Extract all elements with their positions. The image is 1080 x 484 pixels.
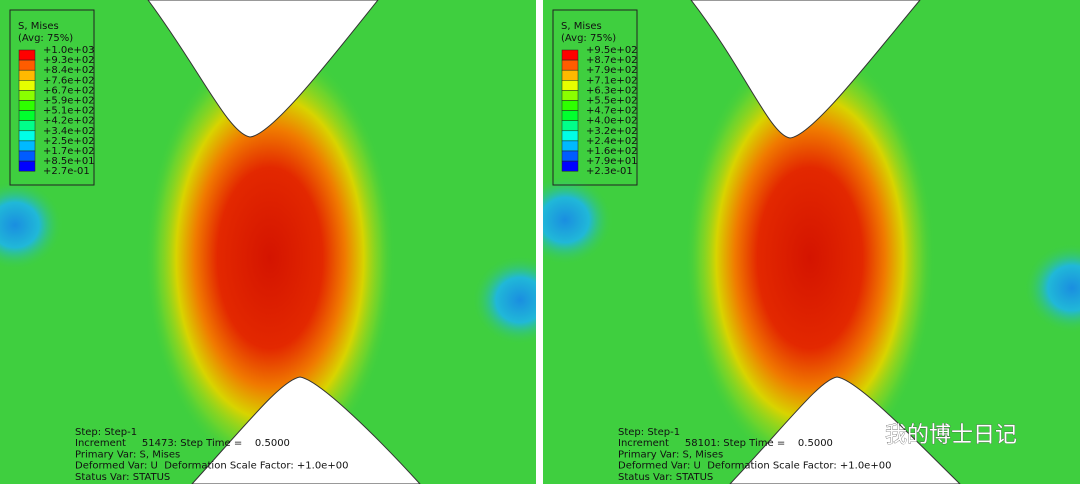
- contour-low-region: [543, 175, 613, 265]
- legend-swatch: [18, 150, 36, 162]
- legend-swatch: [561, 49, 579, 61]
- legend-title: S, Mises: [18, 21, 59, 32]
- legend: S, Mises(Avg: 75%)+1.0e+03+9.3e+02+8.4e+…: [9, 9, 95, 186]
- legend-label: +4.0e+02: [586, 116, 638, 127]
- legend-label: +3.2e+02: [586, 126, 638, 137]
- legend-subtitle: (Avg: 75%): [18, 33, 73, 44]
- legend-swatch: [18, 49, 36, 61]
- legend-label: +2.4e+02: [586, 136, 638, 147]
- status-line: Primary Var: S, Mises: [75, 449, 180, 460]
- legend-label: +7.9e+02: [586, 65, 638, 76]
- watermark: 我的博士日记: [847, 421, 1017, 449]
- legend-label: +2.3e-01: [586, 166, 633, 177]
- status-line: Deformed Var: U Deformation Scale Factor…: [75, 461, 348, 472]
- legend-label: +1.0e+03: [43, 45, 95, 56]
- contour-low-region: [0, 180, 63, 270]
- notch-top: [147, 0, 379, 138]
- legend-swatch: [18, 59, 36, 71]
- legend-swatch: [18, 110, 36, 121]
- notch-bottom: [191, 376, 421, 484]
- legend-label: +6.7e+02: [43, 85, 95, 96]
- legend-label: +8.7e+02: [586, 55, 638, 66]
- legend-swatch: [561, 140, 579, 152]
- contour-high-region: [145, 43, 395, 473]
- legend-label: +7.1e+02: [586, 75, 638, 86]
- contour-low-region: [1024, 243, 1080, 333]
- legend-swatch: [561, 100, 579, 111]
- legend-label: +8.4e+02: [43, 65, 95, 76]
- legend-swatch: [18, 80, 36, 91]
- legend: S, Mises(Avg: 75%)+9.5e+02+8.7e+02+7.9e+…: [552, 9, 638, 186]
- status-line: Increment 58101: Step Time = 0.5000: [618, 438, 833, 449]
- legend-swatch: [561, 90, 579, 101]
- legend-label: +5.5e+02: [586, 96, 638, 107]
- notch-top: [690, 0, 921, 139]
- viewport-panel: S, Mises(Avg: 75%)+9.5e+02+8.7e+02+7.9e+…: [543, 0, 1080, 484]
- legend-swatch: [561, 120, 579, 132]
- contour-low-region: [472, 255, 536, 345]
- panel-separator: [536, 0, 543, 484]
- legend-subtitle: (Avg: 75%): [561, 33, 616, 44]
- status-line: Status Var: STATUS: [618, 472, 713, 483]
- notch-bottom: [729, 376, 961, 484]
- legend-label: +5.9e+02: [43, 96, 95, 107]
- legend-label: +7.6e+02: [43, 75, 95, 86]
- legend-label: +1.6e+02: [586, 146, 638, 157]
- status-line: Status Var: STATUS: [75, 472, 170, 483]
- legend-label: +9.3e+02: [43, 55, 95, 66]
- status-line: Increment 51473: Step Time = 0.5000: [75, 438, 290, 449]
- status-line: Step: Step-1: [75, 427, 137, 438]
- legend-label: +2.5e+02: [43, 136, 95, 147]
- legend-label: +1.7e+02: [43, 146, 95, 157]
- legend-label: +4.2e+02: [43, 116, 95, 127]
- legend-swatch: [18, 140, 36, 152]
- legend-label: +8.5e+01: [43, 156, 95, 167]
- legend-swatch: [561, 80, 579, 91]
- legend-label: +5.1e+02: [43, 106, 95, 117]
- legend-swatch: [561, 130, 579, 142]
- legend-label: +3.4e+02: [43, 126, 95, 137]
- legend-title: S, Mises: [561, 21, 602, 32]
- legend-swatch: [18, 130, 36, 142]
- viewport-panel: S, Mises(Avg: 75%)+1.0e+03+9.3e+02+8.4e+…: [0, 0, 536, 484]
- legend-swatch: [18, 90, 36, 101]
- status-line: Deformed Var: U Deformation Scale Factor…: [618, 461, 891, 472]
- contour-high-region: [685, 43, 935, 473]
- legend-swatch: [18, 160, 36, 172]
- legend-label: +7.9e+01: [586, 156, 638, 167]
- legend-frame: [9, 9, 95, 186]
- legend-label: +9.5e+02: [586, 45, 638, 56]
- legend-swatch: [18, 120, 36, 132]
- legend-swatch: [561, 150, 579, 162]
- watermark-icon: [862, 431, 882, 449]
- watermark-text: 我的博士日记: [885, 423, 1017, 448]
- status-line: Primary Var: S, Mises: [618, 449, 723, 460]
- legend-label: +4.7e+02: [586, 106, 638, 117]
- status-line: Step: Step-1: [618, 427, 680, 438]
- legend-swatch: [561, 69, 579, 81]
- legend-swatch: [561, 160, 579, 172]
- legend-swatch: [561, 59, 579, 71]
- legend-swatch: [18, 100, 36, 111]
- legend-swatch: [18, 69, 36, 81]
- legend-label: +6.3e+02: [586, 85, 638, 96]
- legend-frame: [552, 9, 638, 186]
- legend-swatch: [561, 110, 579, 121]
- legend-label: +2.7e-01: [43, 166, 90, 177]
